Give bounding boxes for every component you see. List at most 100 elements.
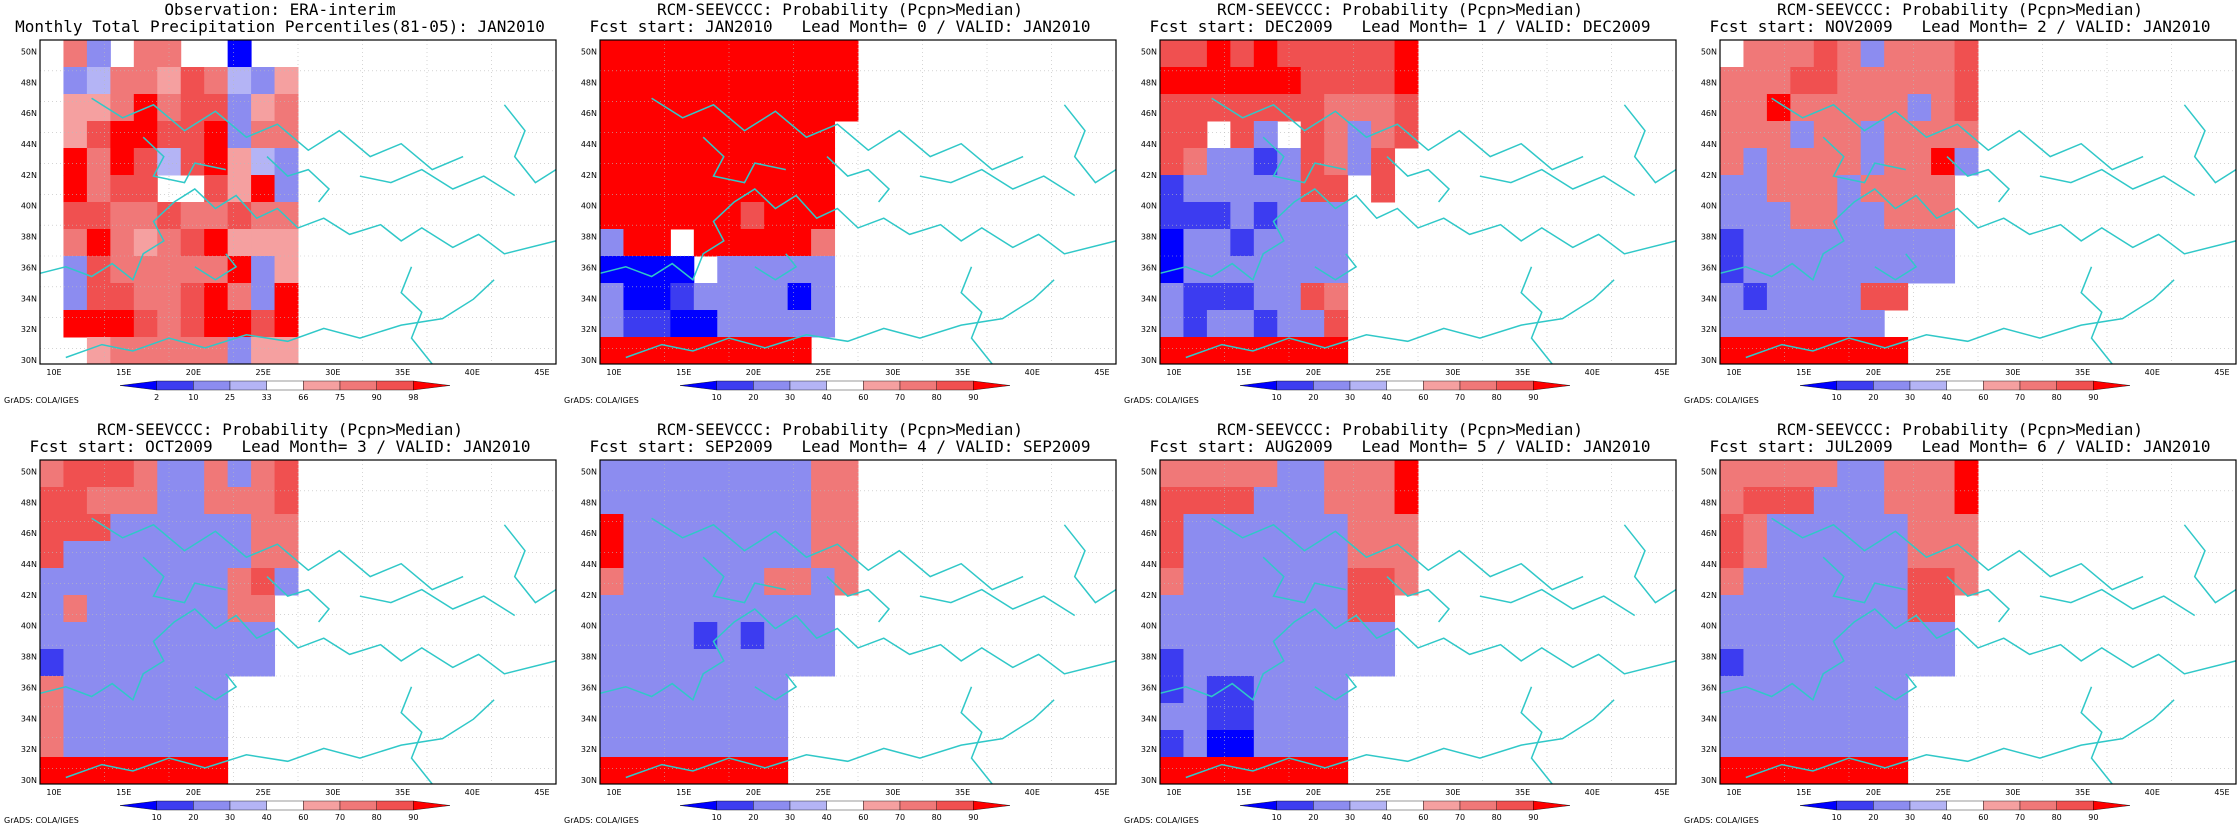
grid-cell [227, 487, 252, 515]
colorbar-label: 60 [858, 813, 868, 822]
grid-cell [1183, 541, 1208, 569]
colorbar-label: 10 [712, 393, 722, 402]
grid-cell [693, 487, 718, 515]
colorbar-label: 40 [1942, 813, 1952, 822]
grid-cell [1230, 148, 1255, 176]
grid-cell [110, 622, 135, 650]
grid-cell [1884, 460, 1909, 488]
grid-cell [227, 67, 252, 95]
panel-title: RCM-SEEVCCC: Probability (Pcpn>Median) [1776, 420, 2144, 439]
grid-cell [1230, 730, 1255, 758]
grid-cell [740, 148, 765, 176]
grid-cell [180, 283, 205, 311]
colorbar-segment [229, 800, 267, 811]
grid-cell [40, 487, 64, 515]
colorbar-segment [119, 380, 157, 391]
grid-cell [1813, 337, 1838, 365]
colorbar-label: 10 [712, 813, 722, 822]
lon-tick-label: 10E [1166, 788, 1181, 797]
grid-cell [133, 730, 158, 758]
grid-cell [1300, 460, 1325, 488]
grid-cell [227, 622, 252, 650]
lat-tick-label: 48N [1701, 498, 1717, 507]
grid-cell [764, 202, 789, 230]
lat-tick-label: 50N [1141, 47, 1157, 56]
grid-cell [133, 148, 158, 176]
grid-cell [787, 622, 812, 650]
grid-cell [1230, 595, 1255, 623]
lon-tick-label: 20E [1306, 368, 1321, 377]
grid-cell [1160, 67, 1184, 95]
map-svg: 30N 32N 34N 36N 38N 40N 42N 44N 46N 48N 50N 10E 15E 2… [1701, 459, 2237, 822]
grid-cell [1790, 40, 1815, 68]
grid-cell [251, 541, 276, 569]
grid-cell [1277, 337, 1302, 365]
lon-tick-label: 25E [816, 788, 831, 797]
grid-cell [1324, 229, 1349, 257]
grid-cell [1371, 94, 1396, 122]
grid-cell [204, 67, 229, 95]
grid-cell [227, 541, 252, 569]
coastline [1623, 524, 1677, 604]
colorbar-label: 90 [968, 393, 978, 402]
grid-cell [63, 283, 88, 311]
coastline [359, 588, 516, 617]
lat-tick-label: 40N [1141, 202, 1157, 211]
grid-cell [1183, 460, 1208, 488]
grid-cell [1230, 460, 1255, 488]
grid-cell [740, 256, 765, 284]
grid-cell [110, 283, 135, 311]
grid-cell [1720, 622, 1744, 650]
grid-cell [1183, 121, 1208, 149]
grid-cell [1790, 487, 1815, 515]
grid-cell [1300, 175, 1325, 203]
grid-cell [623, 67, 648, 95]
grid-cell [63, 649, 88, 677]
grid-cell [274, 337, 299, 365]
colorbar-segment [1349, 800, 1387, 811]
grid-cell [204, 541, 229, 569]
grid-cell [740, 757, 765, 785]
grid-cell [251, 283, 276, 311]
grid-cell [157, 94, 182, 122]
grid-cell [834, 460, 859, 488]
grid-cell [1394, 40, 1419, 68]
grid-cell [693, 40, 718, 68]
grads-credit: GrADS: COLA/IGES [1684, 816, 1759, 825]
grid-cell [110, 568, 135, 596]
grid-cell [740, 94, 765, 122]
colorbar-segment [229, 380, 267, 391]
coastline [1063, 524, 1117, 604]
colorbar-segment [1349, 380, 1387, 391]
grid-cell [1160, 229, 1184, 257]
grid-cell [227, 595, 252, 623]
grid-cell [670, 67, 695, 95]
grid-cell [1230, 202, 1255, 230]
grid-cell [133, 568, 158, 596]
lat-tick-label: 32N [581, 745, 597, 754]
lon-tick-label: 45E [1654, 788, 1669, 797]
grid-cell [86, 40, 111, 68]
grid-cell [670, 541, 695, 569]
panel-title: RCM-SEEVCCC: Probability (Pcpn>Median) [1216, 420, 1584, 439]
colorbar-label: 30 [1345, 393, 1355, 402]
grid-cell [1860, 40, 1885, 68]
colorbar-label: 80 [1492, 813, 1502, 822]
grid-cell [670, 202, 695, 230]
grid-cell [1300, 595, 1325, 623]
grid-cell [157, 514, 182, 542]
grid-cell [764, 487, 789, 515]
grid-cell [693, 229, 718, 257]
grid-cell [1183, 757, 1208, 785]
grid-cell [1183, 94, 1208, 122]
grid-cell [1743, 337, 1768, 365]
grid-cell [110, 541, 135, 569]
coastline [194, 673, 238, 701]
grid-cell [1277, 310, 1302, 338]
lat-tick-label: 46N [1141, 109, 1157, 118]
coastline [1771, 517, 2144, 591]
grid-cell [600, 460, 624, 488]
grid-cell [646, 229, 671, 257]
grid-cell [1813, 121, 1838, 149]
grid-cell [1394, 514, 1419, 542]
